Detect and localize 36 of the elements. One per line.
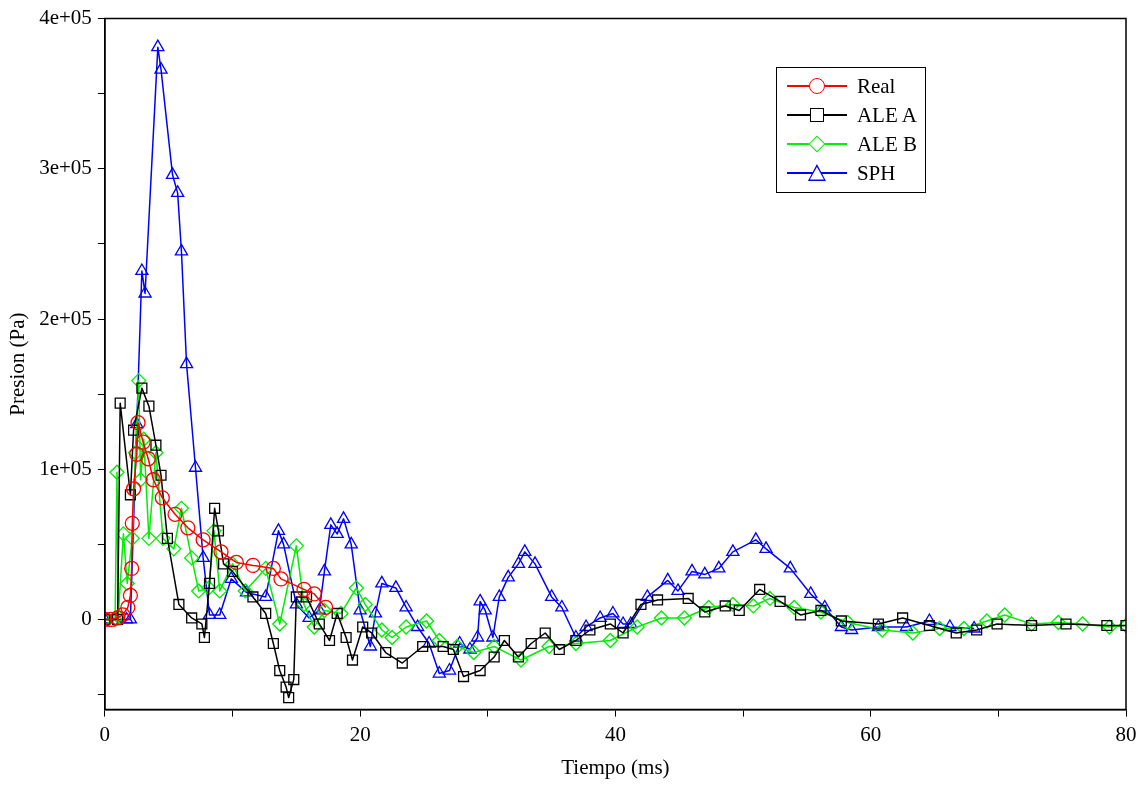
point <box>122 587 139 604</box>
point <box>124 515 140 531</box>
point <box>265 560 281 577</box>
x-axis-title: Tiempo (ms) <box>561 754 670 779</box>
y-tick-label: 4e+05 <box>39 5 92 30</box>
point <box>167 506 183 522</box>
x-tick-label: 0 <box>99 721 111 746</box>
y-axis-title: Presion (Pa) <box>5 312 30 416</box>
point <box>228 554 244 571</box>
point <box>120 599 136 616</box>
point <box>180 520 196 536</box>
point <box>195 532 211 548</box>
point <box>140 451 156 467</box>
x-tick-label: 80 <box>1115 721 1137 746</box>
point <box>306 586 322 602</box>
y-tick-label: 0 <box>81 605 92 630</box>
point <box>115 607 131 623</box>
legend-label: ALE A <box>856 101 917 129</box>
point <box>213 544 229 560</box>
y-tick-label: 3e+05 <box>39 155 92 180</box>
point <box>296 581 312 598</box>
point <box>124 560 140 577</box>
y-tick-label: 1e+05 <box>39 455 92 480</box>
y-tick-label: 2e+05 <box>39 305 92 330</box>
point <box>245 557 261 574</box>
x-tick-label: 20 <box>349 721 371 746</box>
point <box>154 490 170 506</box>
x-tick-label: 40 <box>604 721 626 746</box>
x-tick-label: 60 <box>860 721 882 746</box>
legend-label: ALE B <box>856 130 917 158</box>
point <box>125 481 142 497</box>
legend-label: SPH <box>856 159 896 187</box>
point <box>104 611 119 628</box>
legend-label: Real <box>856 72 896 100</box>
point <box>145 472 162 488</box>
point <box>273 571 289 587</box>
